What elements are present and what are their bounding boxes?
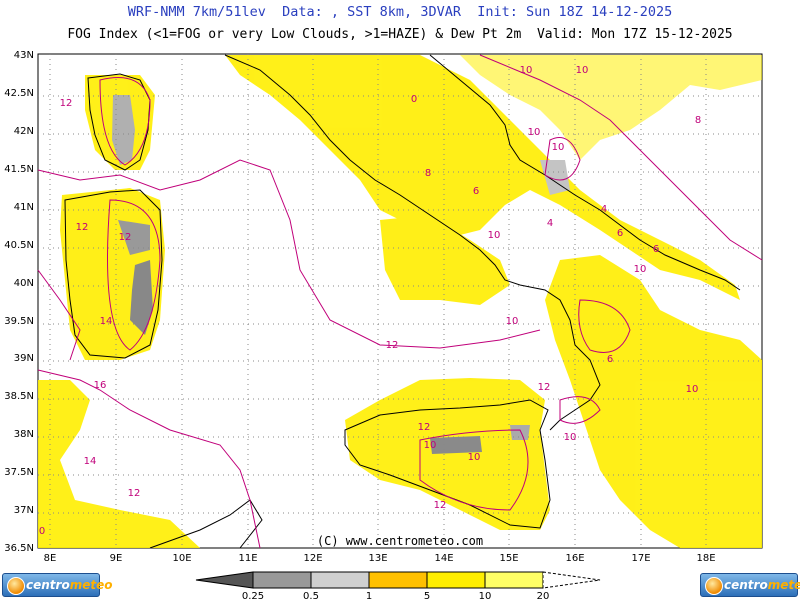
legend-swatch <box>368 571 428 589</box>
logo-word-a: centro <box>26 578 70 592</box>
contour-label: 10 <box>564 432 577 443</box>
lon-label: 11E <box>238 553 257 564</box>
lat-label: 40N <box>14 278 34 289</box>
contour-label: 4 <box>547 218 553 229</box>
lon-label: 14E <box>434 553 453 564</box>
contour-label: 12 <box>538 382 551 393</box>
legend-swatch <box>252 571 312 589</box>
logo-word-b: meteo <box>69 578 113 592</box>
legend-triangle-low <box>195 571 254 589</box>
lat-axis: 43N 42.5N 42N 41.5N 41N 40.5N 40N 39.5N … <box>4 50 34 554</box>
lat-label: 41N <box>14 202 34 213</box>
contour-label: 14 <box>84 456 97 467</box>
contour-label: 14 <box>100 316 113 327</box>
legend-triangle-high <box>542 571 601 589</box>
product-title: FOG Index (<1=FOG or very Low Clouds, >1… <box>67 27 733 42</box>
legend-swatch <box>310 571 370 589</box>
contour-labels: 12 12 12 14 16 14 12 10 10 10 8 4 6 6 4 … <box>39 65 701 537</box>
legend-label: 0.5 <box>303 591 319 600</box>
contour-label: 8 <box>425 168 431 179</box>
legend-label: 20 <box>537 591 550 600</box>
contour-label: 10 <box>576 65 589 76</box>
lat-label: 42N <box>14 126 34 137</box>
dewpoint-contours <box>37 54 763 549</box>
legend-label: 10 <box>479 591 492 600</box>
contour-label: 16 <box>94 380 107 391</box>
centrometeo-logo-left[interactable]: centrometeo <box>2 573 112 597</box>
legend-label: 1 <box>366 591 372 600</box>
fog-patches <box>112 95 570 454</box>
model-title: WRF-NMM 7km/51lev Data: , SST 8km, 3DVAR… <box>127 4 673 20</box>
contour-label: 12 <box>128 488 141 499</box>
copyright-text: (C) www.centrometeo.com <box>317 534 483 548</box>
logo-word-b: meteo <box>767 578 800 592</box>
contour-label: 4 <box>601 204 607 215</box>
lat-label: 37N <box>14 505 34 516</box>
lon-axis: 8E 9E 10E 11E 12E 13E 14E 15E 16E 17E 18… <box>44 553 716 564</box>
lon-label: 9E <box>110 553 123 564</box>
haze-areas <box>38 55 762 548</box>
fog-index-legend: 0.25 0.5 1 5 10 20 <box>195 571 601 600</box>
contour-label: 0 <box>411 94 417 105</box>
lon-label: 12E <box>303 553 322 564</box>
legend-label: 0.25 <box>242 591 264 600</box>
lon-label: 13E <box>368 553 387 564</box>
lat-label: 36.5N <box>4 543 34 554</box>
contour-label: 6 <box>473 186 479 197</box>
globe-icon <box>7 577 25 595</box>
lon-label: 18E <box>696 553 715 564</box>
lat-label: 40.5N <box>4 240 34 251</box>
lon-label: 16E <box>565 553 584 564</box>
contour-label: 10 <box>488 230 501 241</box>
legend-swatch <box>484 571 544 589</box>
logo-word-a: centro <box>724 578 768 592</box>
contour-label: 12 <box>434 500 447 511</box>
contour-label: 12 <box>60 98 73 109</box>
lat-label: 41.5N <box>4 164 34 175</box>
contour-label: 6 <box>617 228 623 239</box>
lat-label: 37.5N <box>4 467 34 478</box>
lon-label: 17E <box>631 553 650 564</box>
contour-label: 6 <box>653 244 659 255</box>
contour-label: 10 <box>468 452 481 463</box>
coastlines <box>64 54 741 549</box>
lat-label: 39.5N <box>4 316 34 327</box>
contour-label: 12 <box>418 422 431 433</box>
lon-label: 10E <box>172 553 191 564</box>
centrometeo-logo-right[interactable]: centrometeo <box>700 573 800 597</box>
contour-label: 12 <box>119 232 132 243</box>
legend-label: 5 <box>424 591 430 600</box>
contour-label: 10 <box>528 127 541 138</box>
graticule <box>38 54 762 548</box>
contour-label: 10 <box>552 142 565 153</box>
contour-label: 10 <box>520 65 533 76</box>
lon-label: 15E <box>499 553 518 564</box>
lat-label: 43N <box>14 50 34 61</box>
contour-label: 10 <box>634 264 647 275</box>
contour-label: 12 <box>386 340 399 351</box>
lat-label: 39N <box>14 353 34 364</box>
contour-label: 8 <box>695 115 701 126</box>
contour-label: 6 <box>607 354 613 365</box>
contour-label: 10 <box>686 384 699 395</box>
contour-label: 10 <box>424 440 437 451</box>
globe-icon <box>705 577 723 595</box>
lon-label: 8E <box>44 553 57 564</box>
contour-label: 10 <box>506 316 519 327</box>
legend-swatch <box>426 571 486 589</box>
contour-label: 12 <box>76 222 89 233</box>
contour-label: 0 <box>39 526 45 537</box>
lat-label: 38N <box>14 429 34 440</box>
lat-label: 38.5N <box>4 391 34 402</box>
lat-label: 42.5N <box>4 88 34 99</box>
